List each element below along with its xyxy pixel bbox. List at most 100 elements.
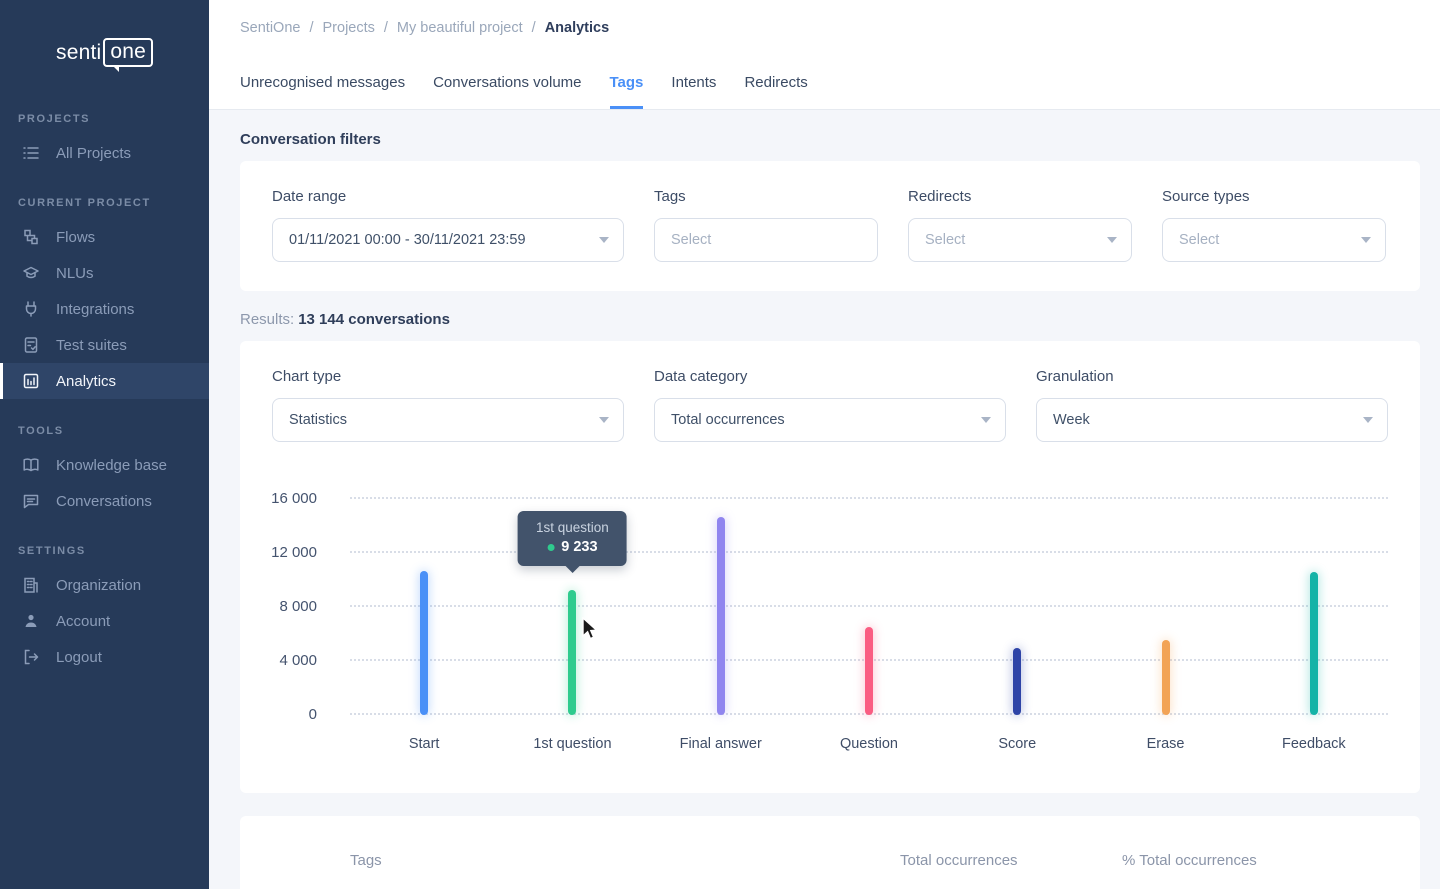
data-category-select[interactable]: Total occurrences [654, 398, 1006, 442]
data-category-label: Data category [654, 368, 748, 385]
sidebar-item-logout[interactable]: Logout [0, 639, 209, 675]
sidebar-item-nlus[interactable]: NLUs [0, 255, 209, 291]
sidebar-item-label: Conversations [56, 492, 152, 510]
tab-conversations-volume[interactable]: Conversations volume [433, 73, 582, 91]
sitemap-icon [24, 229, 38, 245]
tooltip-series-dot [547, 543, 555, 551]
filters-card: Date range 01/11/2021 00:00 - 30/11/2021… [240, 161, 1420, 291]
granulation-label: Granulation [1036, 368, 1114, 385]
chart-bar-start[interactable] [420, 571, 429, 715]
sidebar-item-analytics[interactable]: Analytics [0, 363, 209, 399]
chart-bar-question[interactable] [865, 627, 873, 715]
sidebar-item-label: Account [56, 612, 111, 630]
tags-select-input[interactable]: Select [654, 218, 878, 262]
person-icon [25, 614, 37, 627]
logout-icon [24, 649, 39, 665]
chart-x-axis: Start 1st question Final answer Question Sco… [350, 736, 1388, 752]
sidebar-item-integrations[interactable]: Integrations [0, 291, 209, 327]
speech-bubble-icon [23, 494, 39, 509]
filter-date-range: Date range 01/11/2021 00:00 - 30/11/2021… [272, 188, 624, 291]
breadcrumb: SentiOne / Projects / My beautiful proje… [209, 0, 1440, 55]
results-label: Results: [240, 311, 295, 328]
control-data-category: Data category Total occurrences [654, 368, 1006, 442]
sidebar-item-test-suites[interactable]: Test suites [0, 327, 209, 363]
sidebar-item-flows[interactable]: Flows [0, 219, 209, 255]
chart-controls: Chart type Statistics Data category Tota… [272, 368, 1388, 442]
sidebar-item-conversations[interactable]: Conversations [0, 483, 209, 519]
granulation-select[interactable]: Week [1036, 398, 1388, 442]
x-axis-category-label: Feedback [1281, 736, 1346, 752]
chart-type-value: Statistics [289, 412, 348, 428]
sidebar-item-all-projects[interactable]: All Projects [0, 135, 209, 171]
control-granulation: Granulation Week [1036, 368, 1388, 442]
tooltip-value: 9 233 [561, 539, 598, 556]
gridline [350, 551, 1388, 553]
column-header-total-occurrences: Total occurrences [900, 852, 1018, 869]
chart-type-label: Chart type [272, 368, 342, 385]
breadcrumb-sentione[interactable]: SentiOne [240, 19, 301, 36]
y-axis-tick-label: 16 000 [271, 490, 317, 507]
chart-bar-score[interactable] [1013, 647, 1022, 715]
sentione-logo: senti one [0, 38, 209, 72]
chart-bar-erase[interactable] [1161, 640, 1170, 715]
tab-tags[interactable]: Tags [609, 55, 644, 109]
sidebar-item-organization[interactable]: Organization [0, 567, 209, 603]
y-axis-tick-label: 12 000 [271, 544, 317, 561]
conversation-filters-heading: Conversation filters [240, 131, 381, 148]
date-range-select[interactable]: 01/11/2021 00:00 - 30/11/2021 23:59 [272, 218, 624, 262]
control-chart-type: Chart type Statistics [272, 368, 624, 442]
breadcrumb-project-name[interactable]: My beautiful project [396, 19, 523, 36]
sidebar-section-settings: SETTINGS [18, 545, 86, 557]
sidebar-item-label: Organization [56, 576, 142, 594]
tab-intents[interactable]: Intents [671, 73, 717, 91]
sidebar-item-label: Integrations [56, 300, 135, 318]
x-axis-category-label: Start [408, 736, 440, 752]
granulation-value: Week [1053, 412, 1090, 428]
filter-tags: Tags Select [654, 188, 878, 291]
chart-plot-area: 1st question 9 233 0 4 000 8 000 12 000 16 0… [271, 490, 1388, 723]
breadcrumb-projects[interactable]: Projects [322, 19, 375, 36]
sidebar-item-account[interactable]: Account [0, 603, 209, 639]
y-axis-tick-label: 8 000 [279, 598, 317, 615]
analytics-tabs: Unrecognised messages Conversations volu… [209, 55, 1440, 110]
tab-redirects[interactable]: Redirects [744, 73, 808, 91]
chart-bar-1st-question[interactable] [568, 590, 577, 715]
bar-chart-icon [23, 373, 39, 389]
sidebar-item-label: Test suites [56, 336, 127, 354]
redirects-select[interactable]: Select [908, 218, 1132, 262]
breadcrumb-current-page: Analytics [544, 19, 610, 36]
source-types-label: Source types [1162, 188, 1250, 205]
sidebar-item-label: Analytics [56, 372, 117, 390]
tags-label: Tags [654, 188, 686, 205]
chart-bar-final-answer[interactable] [716, 517, 725, 715]
breadcrumb-separator: / [383, 19, 388, 36]
sidebar-section-tools: TOOLS [18, 425, 64, 437]
sidebar-section-projects: PROJECTS [18, 113, 91, 125]
column-header-tags: Tags [350, 852, 382, 869]
chevron-down-icon [599, 417, 609, 423]
results-value: 13 144 conversations [298, 311, 450, 328]
logo-text: senti [56, 40, 102, 64]
document-check-icon [24, 337, 38, 353]
building-icon [24, 577, 38, 593]
breadcrumb-separator: / [531, 19, 536, 36]
tags-placeholder: Select [671, 232, 712, 248]
sidebar-item-label: All Projects [56, 144, 132, 162]
chevron-down-icon [1361, 237, 1371, 243]
sidebar-item-knowledge-base[interactable]: Knowledge base [0, 447, 209, 483]
column-header-pct-total-occurrences: % Total occurrences [1122, 852, 1257, 869]
tab-unrecognised-messages[interactable]: Unrecognised messages [240, 73, 406, 91]
sidebar-item-label: NLUs [56, 264, 94, 282]
chart-type-select[interactable]: Statistics [272, 398, 624, 442]
filter-source-types: Source types Select [1162, 188, 1386, 291]
sidebar-section-current-project: CURRENT PROJECT [18, 197, 151, 209]
sidebar-item-label: Knowledge base [56, 456, 167, 474]
redirects-placeholder: Select [925, 232, 966, 248]
results-summary: Results: 13 144 conversations [240, 311, 1420, 328]
list-icon [23, 147, 39, 159]
mouse-cursor-icon [582, 617, 599, 640]
sidebar-item-label: Logout [56, 648, 102, 666]
chart-bar-feedback[interactable] [1309, 571, 1318, 715]
source-types-select[interactable]: Select [1162, 218, 1386, 262]
tooltip-title: 1st question [536, 520, 609, 536]
